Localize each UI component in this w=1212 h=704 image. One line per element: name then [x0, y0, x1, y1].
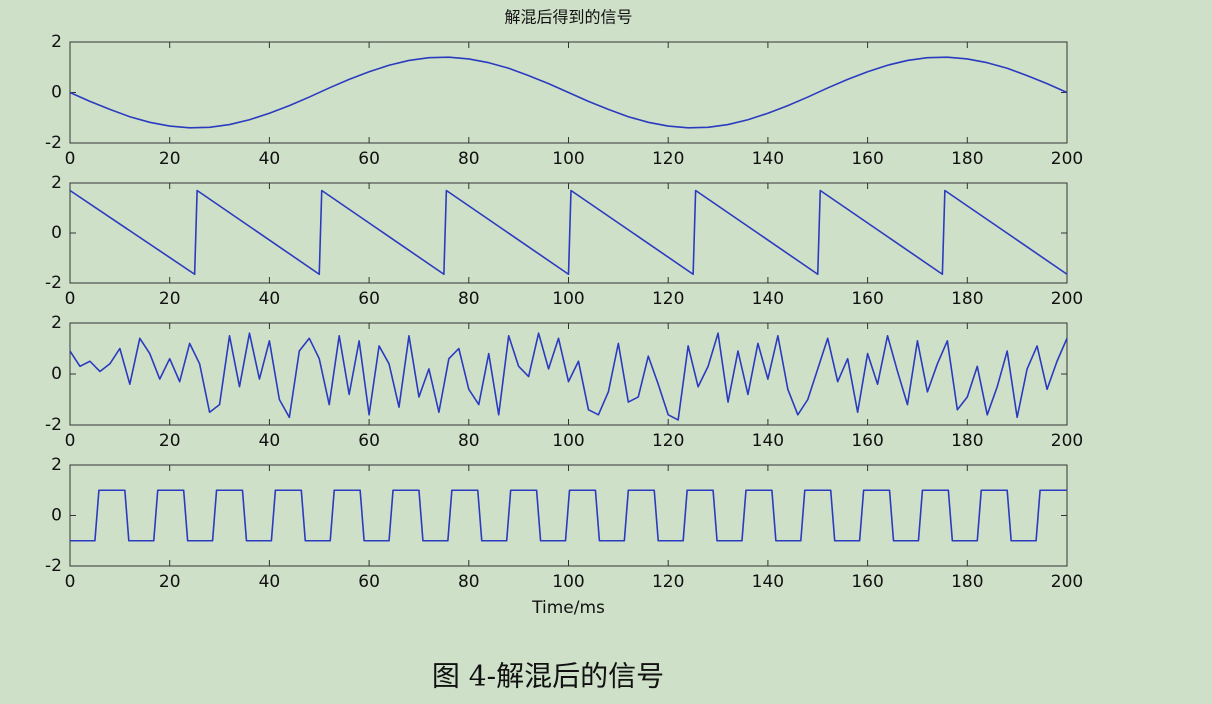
x-tick-label: 20	[159, 572, 181, 592]
y-tick-label: 2	[51, 32, 62, 52]
x-tick-label: 120	[652, 572, 684, 592]
x-tick-label: 200	[1051, 149, 1083, 169]
x-tick-label: 140	[752, 572, 784, 592]
axes-frame	[69, 322, 1068, 426]
x-tick-label: 60	[358, 289, 380, 309]
x-tick-label: 120	[652, 149, 684, 169]
y-tick-label: 0	[51, 364, 62, 384]
x-tick-label: 20	[159, 149, 181, 169]
x-tick-label: 100	[552, 149, 584, 169]
x-tick-label: 160	[851, 289, 883, 309]
x-axis-label: Time/ms	[531, 598, 605, 618]
y-tick-label: 2	[51, 313, 62, 333]
x-tick-label: 140	[752, 431, 784, 451]
signal-line	[70, 489, 1067, 542]
axes-frame	[69, 464, 1068, 567]
x-tick-label: 200	[1051, 572, 1083, 592]
x-tick-label: 100	[552, 289, 584, 309]
x-tick-label: 180	[951, 431, 983, 451]
x-tick-label: 100	[552, 572, 584, 592]
x-tick-label: 0	[65, 431, 76, 451]
x-tick-label: 40	[259, 431, 281, 451]
x-tick-label: 0	[65, 289, 76, 309]
caption: 图 4-解混后的信号	[432, 660, 664, 693]
x-tick-label: 0	[65, 149, 76, 169]
chart-title: 解混后得到的信号	[504, 8, 632, 27]
x-tick-label: 80	[458, 149, 480, 169]
x-tick-label: 140	[752, 149, 784, 169]
y-tick-label: -2	[45, 415, 62, 435]
signal-line	[69, 332, 1068, 421]
x-tick-label: 200	[1051, 289, 1083, 309]
x-tick-label: 120	[652, 289, 684, 309]
x-tick-label: 80	[458, 572, 480, 592]
y-tick-label: 2	[51, 173, 62, 193]
x-tick-label: 160	[851, 572, 883, 592]
x-tick-label: 40	[259, 289, 281, 309]
x-tick-label: 140	[752, 289, 784, 309]
x-tick-label: 60	[358, 431, 380, 451]
y-tick-label: -2	[45, 273, 62, 293]
y-tick-label: 0	[51, 223, 62, 243]
x-tick-label: 180	[951, 149, 983, 169]
x-tick-label: 80	[458, 431, 480, 451]
x-tick-label: 0	[65, 572, 76, 592]
x-tick-label: 20	[159, 289, 181, 309]
x-tick-label: 40	[259, 149, 281, 169]
x-tick-label: 60	[358, 149, 380, 169]
x-tick-label: 120	[652, 431, 684, 451]
x-tick-label: 40	[259, 572, 281, 592]
x-tick-label: 60	[358, 572, 380, 592]
x-tick-label: 200	[1051, 431, 1083, 451]
x-tick-label: 20	[159, 431, 181, 451]
x-tick-label: 100	[552, 431, 584, 451]
y-tick-label: 0	[51, 506, 62, 526]
y-tick-label: -2	[45, 556, 62, 576]
x-tick-label: 160	[851, 431, 883, 451]
y-tick-label: -2	[45, 133, 62, 153]
x-tick-label: 180	[951, 572, 983, 592]
signal-line	[69, 56, 1068, 129]
signal-line	[69, 189, 1068, 276]
y-tick-label: 0	[51, 83, 62, 103]
y-tick-label: 2	[51, 455, 62, 475]
x-tick-label: 160	[851, 149, 883, 169]
x-tick-label: 80	[458, 289, 480, 309]
x-tick-label: 180	[951, 289, 983, 309]
